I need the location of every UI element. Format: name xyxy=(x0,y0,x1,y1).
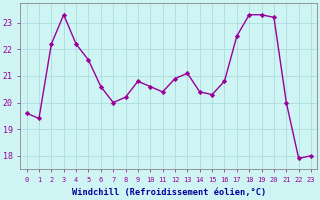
X-axis label: Windchill (Refroidissement éolien,°C): Windchill (Refroidissement éolien,°C) xyxy=(72,188,266,197)
